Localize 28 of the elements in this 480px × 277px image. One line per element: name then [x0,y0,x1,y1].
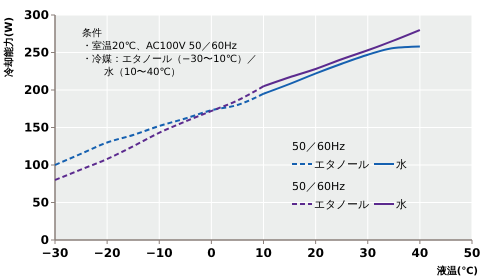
x-tick-label: 40 [412,246,428,260]
legend-label: エタノール [314,198,369,211]
y-tick-label: 150 [24,120,49,135]
annotation: ・冷媒：エタノール（−30〜10℃）／ [82,53,258,65]
y-tick-label: 250 [24,46,49,60]
x-axis-title: 液温(℃) [436,265,478,277]
legend-label: エタノール [314,158,369,171]
x-tick-label: 20 [307,246,324,260]
x-tick-label: −20 [94,246,121,260]
y-tick-label: 0 [40,233,49,248]
x-tick-label: 30 [359,246,376,260]
annotation: ・室温20℃、AC100V 50／60Hz [82,40,237,52]
x-tick-label: −10 [146,246,173,260]
legend-label: 水 [396,198,407,211]
y-axis-title: 冷却能力(W) [3,17,15,78]
annotation: 50／60Hz [292,140,346,153]
y-tick-label: 50 [32,196,49,210]
y-tick-label: 200 [24,83,49,98]
annotation: 50／60Hz [292,180,346,193]
x-tick-label: 10 [255,246,272,260]
x-tick-label: 50 [464,246,480,260]
annotation: 条件 [82,27,102,39]
y-tick-label: 300 [24,8,49,22]
y-tick-label: 100 [24,158,49,172]
legend-label: 水 [396,158,407,171]
x-tick-label: −30 [42,246,68,260]
annotation: 水（10〜40℃） [104,66,181,78]
x-tick-label: 0 [207,246,216,260]
